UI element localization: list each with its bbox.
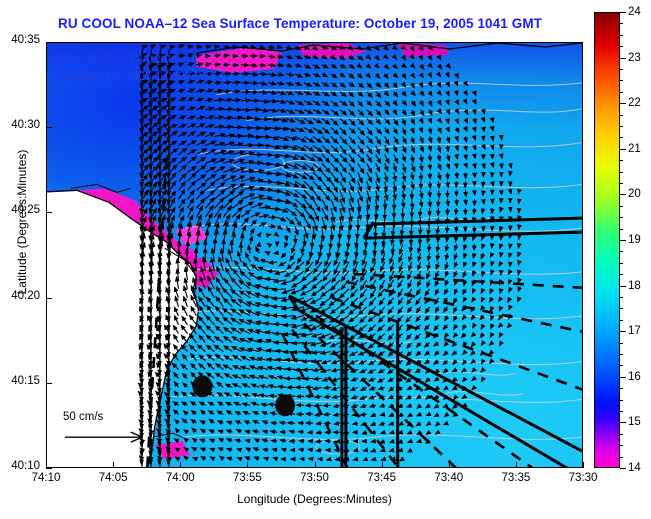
colorbar-minor-tick [620, 12, 623, 13]
x-tick-mark [113, 462, 114, 468]
colorbar-minor-tick [620, 69, 623, 70]
colorbar-minor-tick [620, 229, 623, 230]
x-tick-label: 74:10 [21, 472, 71, 484]
y-tick-label: 40:35 [0, 34, 40, 46]
colorbar-tick-label: 15 [628, 416, 641, 428]
colorbar-minor-tick [620, 434, 623, 435]
colorbar-tick-label: 22 [628, 97, 641, 109]
x-tick-mark [46, 462, 47, 468]
colorbar-minor-tick [620, 354, 623, 355]
y-tick-mark [46, 42, 52, 43]
x-tick-mark [583, 462, 584, 468]
x-tick-label: 73:35 [491, 472, 541, 484]
x-tick-label: 73:30 [558, 472, 608, 484]
y-tick-mark [46, 298, 52, 299]
colorbar-tick-label: 17 [628, 325, 641, 337]
y-axis-label: Latitude (Degrees:Minutes) [15, 112, 29, 332]
y-tick-label: 40:15 [0, 375, 40, 387]
scale-bar-arrow [47, 43, 582, 467]
colorbar-tick-label: 16 [628, 371, 641, 383]
colorbar-tick-label: 21 [628, 143, 641, 155]
colorbar-minor-tick [620, 274, 623, 275]
colorbar-tick-label: 23 [628, 52, 641, 64]
colorbar-minor-tick [620, 445, 623, 446]
x-axis-label: Longitude (Degrees:Minutes) [46, 492, 583, 506]
x-tick-label: 74:05 [88, 472, 138, 484]
colorbar-minor-tick [620, 286, 623, 287]
colorbar-minor-tick [620, 103, 623, 104]
colorbar-minor-tick [620, 126, 623, 127]
colorbar-minor-tick [620, 251, 623, 252]
colorbar-minor-tick [620, 183, 623, 184]
x-tick-mark [247, 462, 248, 468]
y-tick-mark [46, 383, 52, 384]
x-tick-mark [516, 462, 517, 468]
x-tick-label: 73:55 [222, 472, 272, 484]
colorbar-minor-tick [620, 468, 623, 469]
colorbar [594, 12, 620, 468]
x-tick-mark [449, 462, 450, 468]
colorbar-minor-tick [620, 297, 623, 298]
colorbar-tick-label: 24 [628, 6, 641, 18]
colorbar-tick-label: 19 [628, 234, 641, 246]
y-tick-mark [46, 212, 52, 213]
colorbar-minor-tick [620, 46, 623, 47]
y-tick-label: 40:10 [0, 460, 40, 472]
colorbar-minor-tick [620, 411, 623, 412]
x-tick-label: 73:50 [290, 472, 340, 484]
colorbar-minor-tick [620, 388, 623, 389]
colorbar-minor-tick [620, 263, 623, 264]
colorbar-minor-tick [620, 149, 623, 150]
colorbar-minor-tick [620, 115, 623, 116]
colorbar-minor-tick [620, 217, 623, 218]
x-tick-mark [382, 462, 383, 468]
colorbar-minor-tick [620, 206, 623, 207]
x-tick-mark [180, 462, 181, 468]
colorbar-minor-tick [620, 240, 623, 241]
x-tick-label: 73:40 [424, 472, 474, 484]
colorbar-minor-tick [620, 308, 623, 309]
x-tick-mark [315, 462, 316, 468]
colorbar-minor-tick [620, 331, 623, 332]
x-tick-label: 73:45 [357, 472, 407, 484]
colorbar-minor-tick [620, 320, 623, 321]
colorbar-minor-tick [620, 457, 623, 458]
y-tick-mark [46, 127, 52, 128]
colorbar-tick-label: 18 [628, 280, 641, 292]
colorbar-tick-label: 14 [628, 462, 641, 474]
y-tick-mark [46, 468, 52, 469]
colorbar-minor-tick [620, 365, 623, 366]
colorbar-minor-tick [620, 343, 623, 344]
colorbar-minor-tick [620, 377, 623, 378]
colorbar-minor-tick [620, 92, 623, 93]
colorbar-minor-tick [620, 80, 623, 81]
x-tick-label: 74:00 [155, 472, 205, 484]
colorbar-minor-tick [620, 400, 623, 401]
colorbar-minor-tick [620, 58, 623, 59]
colorbar-minor-tick [620, 194, 623, 195]
colorbar-minor-tick [620, 422, 623, 423]
sst-map-plot: Raw Surface Currents October 19, 2005 14… [46, 42, 583, 468]
colorbar-tick-label: 20 [628, 188, 641, 200]
scale-bar-label: 50 cm/s [63, 411, 103, 423]
annotation-raw-surface-currents: Raw Surface Currents [59, 51, 177, 65]
colorbar-minor-tick [620, 23, 623, 24]
annotation-datetime: October 19, 2005 14:00 GMT [59, 69, 215, 83]
page-title: RU COOL NOAA–12 Sea Surface Temperature:… [0, 16, 600, 31]
colorbar-minor-tick [620, 160, 623, 161]
colorbar-minor-tick [620, 172, 623, 173]
colorbar-minor-tick [620, 137, 623, 138]
colorbar-minor-tick [620, 35, 623, 36]
